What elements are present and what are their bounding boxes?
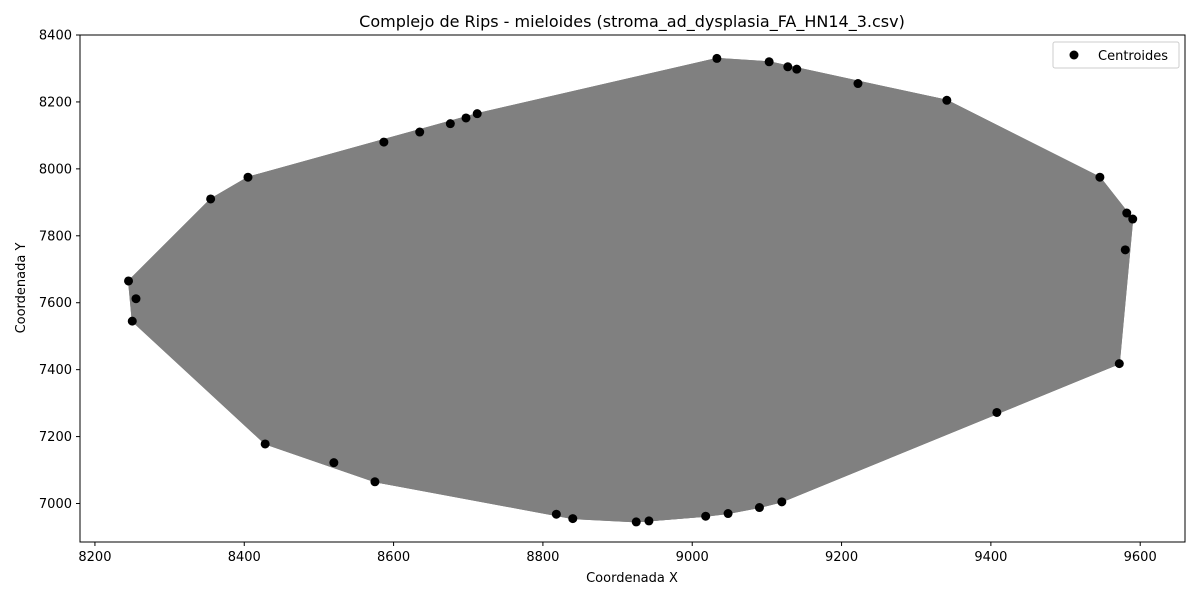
y-axis-ticks: 7000 7200 7400 7600 7800 8000 8200 8400 [39,29,80,512]
centroid-point [1128,214,1138,224]
centroid-point [853,79,863,89]
centroid-point [1095,172,1105,182]
centroid-point [329,458,339,468]
centroid-point [631,517,641,527]
x-axis-label: Coordenada X [586,571,678,586]
centroid-point [206,194,216,204]
centroid-point [461,113,471,123]
x-tick-label: 8200 [78,550,111,565]
y-tick-label: 8000 [39,162,72,177]
y-tick-label: 7000 [39,497,72,512]
centroid-point [764,57,774,67]
y-tick-label: 7200 [39,430,72,445]
centroid-point [992,407,1002,417]
y-tick-label: 7600 [39,296,72,311]
plot-frame [79,34,1186,543]
x-tick-label: 9400 [974,550,1007,565]
centroid-point [124,276,134,286]
points-layer [124,53,1138,527]
y-tick-label: 8200 [39,95,72,110]
y-tick-label: 7400 [39,363,72,378]
centroid-point [260,439,270,449]
x-tick-label: 9200 [825,550,858,565]
x-tick-label: 8400 [228,550,261,565]
centroid-point [777,497,787,507]
legend-entry-centroides: Centroides [1098,49,1168,64]
hull-fill-layer [128,57,1134,523]
chart-title: Complejo de Rips - mieloides (stroma_ad_… [359,12,905,32]
centroid-point [942,95,952,105]
centroid-point [792,64,802,74]
x-tick-label: 9000 [676,550,709,565]
centroid-point [568,514,578,524]
centroid-point [472,109,482,119]
centroid-point [370,477,380,487]
x-tick-label: 8800 [526,550,559,565]
legend: Centroides [1052,41,1180,69]
edges-dense-region [128,57,1134,523]
x-tick-label: 9600 [1124,550,1157,565]
x-tick-label: 8600 [377,550,410,565]
y-tick-label: 8400 [39,29,72,44]
centroid-point [712,53,722,63]
centroid-point [445,119,455,129]
centroid-point [379,137,389,147]
centroid-point [723,509,733,519]
centroid-point [415,127,425,137]
centroid-point [243,172,253,182]
legend-marker [1069,50,1079,60]
y-tick-label: 7800 [39,229,72,244]
centroid-point [127,316,137,326]
centroid-point [551,509,561,519]
centroid-point [131,294,141,304]
centroid-point [754,503,764,513]
centroid-point [644,516,654,526]
centroid-point [1114,359,1124,369]
centroid-point [1122,208,1132,218]
centroid-point [1120,245,1130,255]
centroid-point [783,62,793,72]
legend-box [1052,41,1180,69]
centroid-point [701,511,711,521]
x-axis-ticks: 8200 8400 8600 8800 9000 9200 9400 9600 [78,542,1157,565]
y-axis-label: Coordenada Y [14,243,29,334]
